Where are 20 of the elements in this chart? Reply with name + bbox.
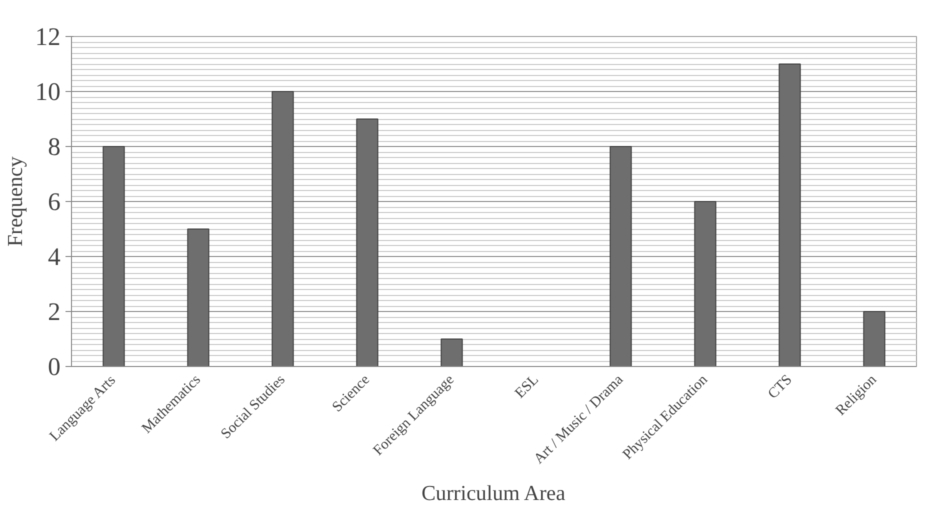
bar — [863, 311, 886, 366]
x-tick-label: ESL — [512, 372, 542, 402]
y-axis-title: Frequency — [3, 156, 28, 247]
y-tick-label: 4 — [48, 243, 61, 271]
bar — [778, 64, 801, 366]
y-tick-label: 12 — [35, 23, 60, 51]
y-tick-label: 10 — [35, 78, 60, 106]
x-tick-label: CTS — [765, 372, 796, 402]
x-axis-title: Curriculum Area — [421, 480, 566, 505]
bar — [102, 146, 125, 366]
bar — [440, 338, 463, 366]
y-tick-label: 2 — [48, 298, 61, 326]
bar — [610, 146, 632, 366]
bar — [694, 201, 716, 366]
y-tick-label: 6 — [48, 188, 61, 216]
y-tick-label: 8 — [48, 133, 61, 161]
y-tick-label: 0 — [48, 353, 61, 381]
bar — [272, 91, 294, 366]
bar — [356, 118, 378, 366]
bar — [187, 228, 210, 366]
